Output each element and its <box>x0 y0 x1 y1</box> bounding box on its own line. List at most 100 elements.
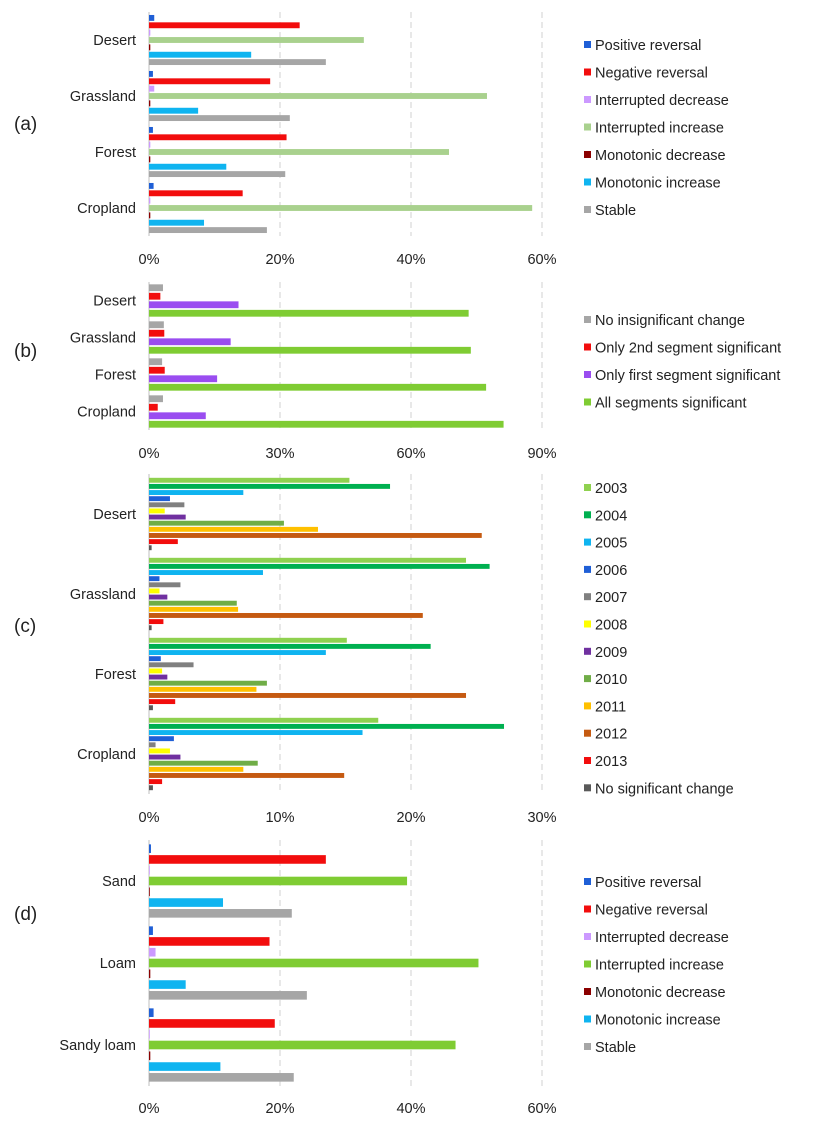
tick-label: 20% <box>265 252 294 268</box>
bar <box>149 656 161 662</box>
bar <box>149 219 205 226</box>
tick-label: 0% <box>139 446 160 462</box>
bar <box>149 887 150 897</box>
bar <box>149 898 224 907</box>
bar <box>149 156 151 163</box>
bar <box>149 643 431 649</box>
legend-label: 2008 <box>595 618 627 634</box>
bar <box>149 600 237 606</box>
category-label: Forest <box>95 368 136 384</box>
bar <box>149 205 533 211</box>
bar <box>149 59 326 66</box>
legend-swatch <box>584 565 591 573</box>
legend-swatch <box>584 96 591 103</box>
bar <box>149 309 469 317</box>
legend-label: Negative reversal <box>595 903 708 919</box>
bar <box>149 754 181 760</box>
bar <box>149 375 218 383</box>
legend-swatch <box>584 1015 591 1023</box>
legend-label: Interrupted decrease <box>595 930 729 946</box>
bar <box>149 742 156 748</box>
category-label: Grassland <box>70 331 136 347</box>
legend-label: Only first segment significant <box>595 368 780 384</box>
bar <box>149 662 194 668</box>
legend-swatch <box>584 41 591 48</box>
bar <box>149 51 252 58</box>
tick-label: 90% <box>527 446 556 462</box>
legend-swatch <box>584 988 591 995</box>
category-label: Forest <box>95 145 136 161</box>
bar <box>149 736 174 742</box>
legend-label: Only 2nd segment significant <box>595 341 781 357</box>
tick-label: 60% <box>527 1101 556 1117</box>
bar <box>149 717 379 723</box>
legend-label: 2013 <box>595 754 627 770</box>
bar <box>149 22 300 29</box>
legend: 2003 2004 2005 2006 2007 2008 2009 2010 2011 2012… <box>584 481 734 797</box>
legend-label: Stable <box>595 1040 636 1056</box>
bar <box>149 100 151 107</box>
tick-label: 10% <box>265 810 294 826</box>
legend-swatch <box>584 960 591 968</box>
bar <box>149 190 243 197</box>
bar <box>149 613 423 618</box>
bar <box>149 502 185 508</box>
panel-label: (a) <box>14 114 37 135</box>
category-label: Sand <box>102 874 136 890</box>
bar <box>149 358 163 366</box>
category-label: Cropland <box>77 747 136 763</box>
tick-label: 40% <box>396 252 425 268</box>
bar <box>149 508 165 514</box>
tick-label: 0% <box>139 252 160 268</box>
bar <box>149 1040 456 1050</box>
bar <box>149 321 164 329</box>
bar <box>149 705 153 711</box>
bar <box>149 44 151 51</box>
bar <box>149 760 258 766</box>
bar <box>149 14 155 21</box>
bar <box>149 625 152 631</box>
chart-panel-2: Desert Grassland Forest Cropland 0% 30% 60% 90%… <box>14 282 781 462</box>
legend-swatch <box>584 675 591 683</box>
tick-label: 60% <box>527 252 556 268</box>
bar <box>149 78 271 85</box>
legend-label: Monotonic decrease <box>595 985 726 1001</box>
bar <box>149 85 155 92</box>
legend-swatch <box>584 878 591 885</box>
bar <box>149 693 467 698</box>
legend-label: Positive reversal <box>595 875 701 891</box>
bar <box>149 582 181 588</box>
legend-label: All segments significant <box>595 396 747 412</box>
chart-panel-4: Sand Loam Sandy loam 0% 20% 40% 60% (d) Positive… <box>14 840 729 1117</box>
bar <box>149 107 199 114</box>
bar <box>149 292 161 300</box>
legend-label: No insignificant change <box>595 313 745 329</box>
bar <box>149 338 231 346</box>
tick-label: 30% <box>265 446 294 462</box>
category-label: Cropland <box>77 201 136 217</box>
legend: Positive reversal Negative reversal Interr… <box>584 38 729 219</box>
bar <box>149 545 152 551</box>
legend-label: Monotonic increase <box>595 176 721 192</box>
bar <box>149 844 151 853</box>
legend-label: 2006 <box>595 563 627 579</box>
bar <box>149 126 153 133</box>
legend-swatch <box>584 511 591 519</box>
bar <box>149 490 244 495</box>
bar <box>149 680 267 686</box>
bar <box>149 686 257 692</box>
category-label: Desert <box>93 507 136 523</box>
bar <box>149 383 487 391</box>
bar <box>149 284 163 292</box>
legend-label: 2011 <box>595 699 626 715</box>
legend-swatch <box>584 784 591 792</box>
bar <box>149 182 154 189</box>
bar <box>149 563 490 569</box>
bar <box>149 134 287 141</box>
legend-swatch <box>584 316 591 323</box>
legend-label: Negative reversal <box>595 66 708 82</box>
legend-swatch <box>584 620 591 628</box>
bar <box>149 412 206 420</box>
legend-swatch <box>584 702 591 710</box>
